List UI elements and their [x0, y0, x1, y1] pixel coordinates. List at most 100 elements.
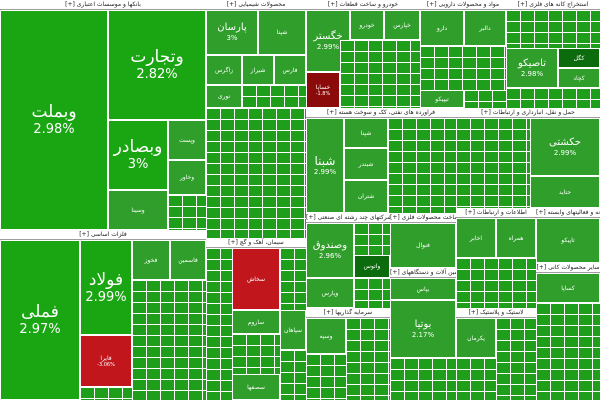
tile-sesfaha[interactable]: سصفها: [232, 374, 280, 400]
sector-title[interactable]: [+] ماشین آلات و دستگاههای: [390, 268, 456, 278]
tile-daru[interactable]: دارو: [420, 10, 464, 46]
tile-butia[interactable]: بوتیا 2.17%: [390, 300, 456, 358]
tile-change: 3%: [226, 34, 238, 42]
sector-title[interactable]: [+] محصولات شیمیایی: [206, 0, 306, 10]
sector-title[interactable]: [+] اطلاعات و ارتباطات: [456, 208, 536, 218]
tile-symbol: کساپا: [561, 284, 575, 292]
tile-shtran[interactable]: شتران: [344, 180, 388, 213]
tile-bepas[interactable]: بپاس: [390, 278, 456, 300]
minor-tiles: [306, 354, 346, 400]
tile-hamrah[interactable]: همراه: [496, 218, 536, 258]
minor-tiles: [340, 40, 420, 108]
sector-title[interactable]: [+] استخراج کانه های فلزی: [506, 0, 600, 10]
minor-tiles: [456, 118, 530, 208]
tile-zagros[interactable]: زاگرس: [206, 55, 242, 85]
sector-automotive[interactable]: [+] خودرو و ساخت قطعات خگستر 2.99% خساپا…: [306, 0, 420, 108]
minor-tiles: [280, 248, 306, 310]
tile-vsepah[interactable]: وسپه: [306, 318, 346, 354]
sector-title[interactable]: [+] خودرو و ساخت قطعات: [306, 0, 420, 10]
tile-fars[interactable]: فارس: [274, 55, 306, 85]
tile-vkhavar[interactable]: وخاور: [168, 160, 206, 195]
sector-title[interactable]: [+] سیمان، آهک و گچ: [206, 238, 306, 248]
tile-symbol: وبملت: [31, 102, 77, 122]
tile-change: -3.06%: [97, 361, 115, 368]
tile-kechad[interactable]: کچاد: [558, 68, 600, 88]
tile-vbmellat[interactable]: وبملت 2.98%: [0, 10, 108, 230]
tile-kesapa[interactable]: کساپا: [536, 273, 600, 303]
tile-shepna[interactable]: شپنا: [258, 10, 306, 55]
tile-sepahan[interactable]: سپاهان: [280, 310, 306, 350]
sector-title[interactable]: [+] شرکتهای چند رشته ای صنعتی: [306, 213, 390, 223]
sector-multi-industry[interactable]: [+] شرکتهای چند رشته ای صنعتی وصندوق 2.9…: [306, 213, 390, 308]
tile-khsapa[interactable]: خساپا -1.8%: [306, 72, 340, 108]
sector-title[interactable]: [+] فلزات اساسی: [0, 230, 206, 240]
tile-pakerman[interactable]: پکرمان: [456, 318, 496, 358]
sector-chemicals[interactable]: [+] محصولات شیمیایی پارسان 3% شپنا زاگرس…: [206, 0, 306, 108]
minor-tiles: [390, 358, 456, 400]
sector-transport[interactable]: [+] حمل و نقل، انبارداری و ارتباطات حکشت…: [456, 108, 600, 208]
tile-symbol: ساروم: [247, 318, 265, 326]
tile-khodro[interactable]: خودرو: [350, 10, 384, 40]
sector-title[interactable]: [+] سرمایه گذاریها: [306, 308, 390, 318]
sector-basic-metals[interactable]: [+] فلزات اساسی فملی 2.97% فولاد 2.99% ف…: [0, 230, 206, 400]
tile-change: 2.99%: [553, 148, 577, 157]
sector-refinery[interactable]: [+] فراورده های نفتی، کک و سوخت هسته شبن…: [306, 108, 456, 213]
tile-fayra[interactable]: فایرا -3.06%: [80, 335, 132, 387]
tile-tasiko[interactable]: تاصیکو 2.98%: [506, 48, 558, 88]
tile-fasmin[interactable]: فاسمین: [170, 240, 206, 280]
tile-symbol: وسینا: [131, 206, 145, 214]
sector-title[interactable]: [+] حمل و نقل، انبارداری و ارتباطات: [456, 108, 600, 118]
tile-fanval[interactable]: فنوال: [390, 223, 456, 268]
sector-metal-products[interactable]: [+] ساخت محصولات فلزی فنوال: [390, 213, 456, 268]
sector-machinery[interactable]: [+] ماشین آلات و دستگاههای بپاس بوتیا 2.…: [390, 268, 456, 400]
tile-symbol: وپست: [179, 136, 195, 144]
sector-other-minerals[interactable]: [+] سایر محصولات کانی کساپا: [536, 263, 600, 400]
sector-info-comm[interactable]: [+] اطلاعات و ارتباطات اخابر همراه: [456, 208, 536, 308]
tile-vtejarat[interactable]: وتجارت 2.82%: [108, 10, 206, 120]
tile-symbol: وخاور: [179, 174, 195, 181]
sector-title[interactable]: [+] فراورده های نفتی، کک و سوخت هسته: [306, 108, 456, 118]
sector-title[interactable]: [+] سایر محصولات کانی: [536, 263, 600, 273]
tile-vatus[interactable]: واتوس: [354, 255, 390, 278]
tile-fulad[interactable]: فولاد 2.99%: [80, 240, 132, 335]
sector-rubber[interactable]: [+] لاستیک و پلاستیک پکرمان: [456, 308, 536, 400]
sector-pharma[interactable]: [+] مواد و محصولات دارویی دارو دالبر تیپ…: [420, 0, 506, 108]
tile-shabna[interactable]: شبنا 2.99%: [306, 118, 344, 213]
tile-vsandogh[interactable]: وصندوق 2.96%: [306, 223, 354, 278]
sector-computer[interactable]: [+] رایانه و فعالیتهای وابسته تاپیکو: [536, 208, 600, 263]
tile-htayed[interactable]: حتاید: [530, 176, 600, 208]
tile-fakhuz[interactable]: فخوز: [132, 240, 170, 280]
tile-shiraz[interactable]: شیراز: [242, 55, 274, 85]
tile-fameli[interactable]: فملی 2.97%: [0, 240, 80, 400]
tile-akhaber[interactable]: اخابر: [456, 218, 496, 258]
sector-investments[interactable]: [+] سرمایه گذاریها وسپه: [306, 308, 390, 400]
sector-title[interactable]: [+] لاستیک و پلاستیک: [456, 308, 536, 318]
tile-parsan[interactable]: پارسان 3%: [206, 10, 258, 55]
tile-shepna2[interactable]: شپنا: [344, 118, 388, 148]
tile-shbandar[interactable]: شبندر: [344, 148, 388, 180]
tile-tapiko[interactable]: تاپیکو: [536, 218, 600, 263]
tile-vbsader[interactable]: وبصادر 3%: [108, 120, 168, 190]
tile-symbol: وتجارت: [130, 47, 184, 67]
tile-symbol: شتران: [357, 193, 375, 200]
sector-banks[interactable]: [+] بانکها و موسسات اعتباری وبملت 2.98% …: [0, 0, 206, 230]
tile-dalbor[interactable]: دالبر: [464, 10, 506, 46]
tile-hkeshti[interactable]: حکشتی 2.99%: [530, 118, 600, 176]
sector-title[interactable]: [+] مواد و محصولات دارویی: [420, 0, 506, 10]
sector-cement[interactable]: [+] سیمان، آهک و گچ سخاش ساروم سصفها سپا…: [206, 238, 306, 400]
tile-noori[interactable]: نوری: [206, 85, 242, 108]
tile-khpars[interactable]: خپارس: [384, 10, 420, 40]
sector-title[interactable]: [+] بانکها و موسسات اعتباری: [0, 0, 206, 10]
tile-vpars[interactable]: وپارس: [306, 278, 354, 308]
tile-sakhash[interactable]: سخاش: [232, 248, 280, 310]
minor-tiles: [456, 358, 496, 400]
sector-title[interactable]: [+] رایانه و فعالیتهای وابسته: [536, 208, 600, 218]
tile-vpost[interactable]: وپست: [168, 120, 206, 160]
tile-sarum[interactable]: ساروم: [232, 310, 280, 334]
tile-vsina[interactable]: وسینا: [108, 190, 168, 230]
tile-symbol: تیپیکو: [435, 95, 449, 103]
tile-kegol[interactable]: کگل: [558, 48, 600, 68]
tile-tipiko[interactable]: تیپیکو: [420, 90, 464, 108]
sector-title[interactable]: [+] ساخت محصولات فلزی: [390, 213, 456, 223]
sector-metal-ores[interactable]: [+] استخراج کانه های فلزی تاصیکو 2.98% ک…: [506, 0, 600, 108]
